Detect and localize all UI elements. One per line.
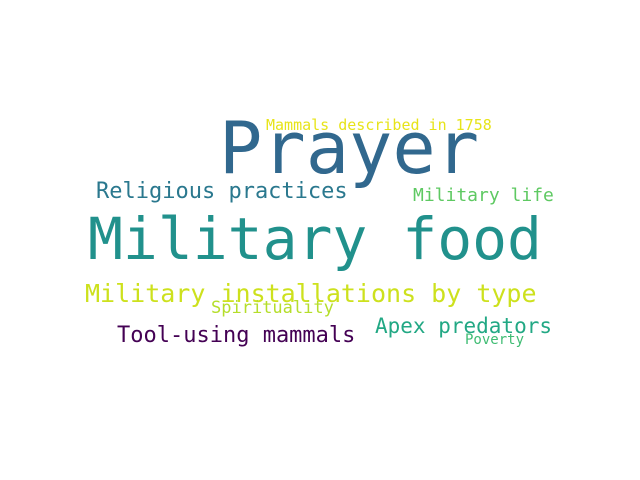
word-apex-predators: Apex predators <box>375 314 553 338</box>
word-tool-using-mammals: Tool-using mammals <box>117 323 356 348</box>
word-spirituality: Spirituality <box>211 298 334 318</box>
word-military-installations-by-type: Military installations by type <box>85 279 537 308</box>
word-military-food: Military food <box>88 205 542 273</box>
word-military-life: Military life <box>413 185 554 206</box>
word-prayer: Prayer <box>219 106 480 190</box>
word-mammals-described-in-1758: Mammals described in 1758 <box>266 116 492 134</box>
word-poverty: Poverty <box>465 332 525 348</box>
word-religious-practices: Religious practices <box>96 179 348 204</box>
